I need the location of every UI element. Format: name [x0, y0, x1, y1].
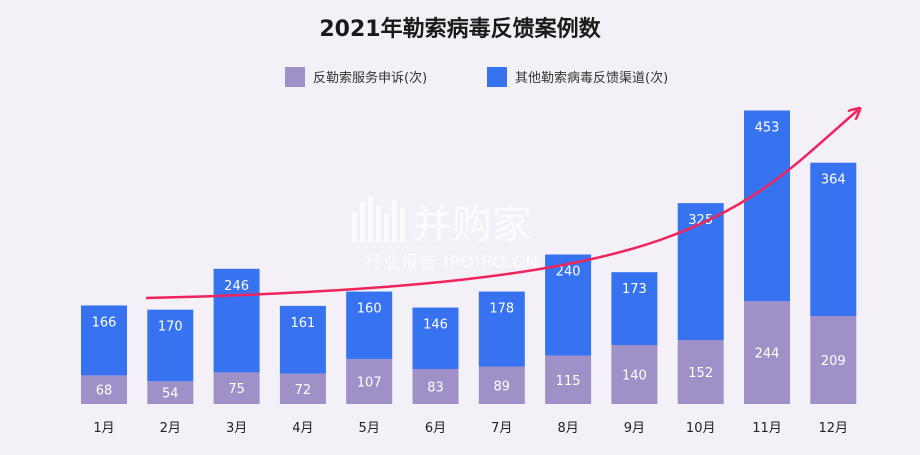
x-tick-label-11: 11月: [752, 421, 782, 436]
x-tick-label-3: 3月: [226, 421, 247, 436]
watermark-brand: 并购家: [412, 202, 532, 248]
x-tick-label-6: 6月: [425, 421, 446, 436]
value-label-appeal-8: 115: [556, 374, 581, 389]
x-tick-label-5: 5月: [359, 421, 380, 436]
bar-other-10: [677, 203, 724, 340]
legend-label-other: 其他勒索病毒反馈渠道(次): [515, 70, 668, 86]
bar-other-11: [744, 110, 790, 302]
value-label-appeal-4: 72: [295, 383, 312, 398]
bar-other-3: [213, 268, 260, 373]
bar-other-6: [412, 307, 459, 370]
bar-appeal-6: [412, 369, 459, 404]
legend-swatch-appeal: [285, 67, 305, 87]
value-label-other-5: 160: [357, 302, 382, 317]
x-axis-ticks: 1月 2月 3月 4月 5月 6月 7月 8月 9月 10月 11月 12月: [93, 421, 848, 436]
x-tick-label-9: 9月: [624, 421, 645, 436]
bar-appeal-4: [279, 373, 326, 404]
bar-appeal-5: [346, 358, 393, 404]
bar-appeal-12: [810, 315, 857, 404]
value-label-appeal-6: 83: [427, 381, 444, 396]
value-label-appeal-12: 209: [821, 354, 846, 369]
bar-appeal-2: [147, 381, 194, 404]
legend-swatch-other: [487, 67, 507, 87]
x-tick-label-10: 10月: [686, 421, 716, 436]
value-label-appeal-11: 244: [755, 347, 780, 362]
bar-appeal-11: [744, 301, 790, 404]
x-tick-label-7: 7月: [491, 421, 512, 436]
x-tick-label-2: 2月: [160, 421, 181, 436]
bar-other-9: [611, 272, 658, 346]
bar-appeal-9: [611, 345, 658, 404]
watermark-logo-icon: [352, 196, 405, 242]
value-label-other-12: 364: [821, 173, 846, 188]
bar-appeal-1: [81, 375, 127, 404]
bar-other-8: [545, 254, 592, 356]
value-label-other-9: 173: [622, 282, 647, 297]
legend-label-appeal: 反勒索服务申诉(次): [313, 70, 427, 86]
value-label-appeal-9: 140: [622, 369, 647, 384]
x-tick-label-12: 12月: [819, 421, 849, 436]
value-label-other-2: 170: [158, 320, 183, 335]
bar-other-5: [346, 291, 393, 359]
bar-group: [81, 110, 857, 404]
value-label-other-1: 166: [92, 315, 117, 330]
bar-other-2: [147, 309, 194, 382]
chart-title: 2021年勒索病毒反馈案例数: [319, 16, 601, 42]
x-tick-label-8: 8月: [557, 421, 578, 436]
trend-arrow: [145, 110, 858, 300]
bar-appeal-8: [545, 355, 592, 404]
value-label-appeal-5: 107: [357, 375, 382, 390]
legend: 反勒索服务申诉(次) 其他勒索病毒反馈渠道(次): [285, 67, 668, 87]
bar-other-4: [279, 305, 326, 374]
bar-other-1: [81, 305, 127, 376]
watermark-tagline: 行业报告 IPOIPO.CN: [365, 253, 539, 273]
bar-appeal-7: [478, 366, 525, 404]
value-label-appeal-10: 152: [688, 366, 713, 381]
value-label-other-3: 246: [224, 279, 249, 294]
value-label-other-6: 146: [423, 318, 448, 333]
value-label-appeal-2: 54: [162, 387, 179, 402]
bar-other-12: [810, 162, 857, 316]
value-label-other-11: 453: [755, 120, 780, 135]
value-label-appeal-7: 89: [494, 379, 511, 394]
value-label-other-4: 161: [290, 316, 315, 331]
x-tick-label-4: 4月: [292, 421, 313, 436]
bar-appeal-10: [677, 339, 724, 404]
value-label-other-7: 178: [489, 302, 514, 317]
value-label-appeal-1: 68: [96, 384, 113, 399]
watermark: 并购家 行业报告 IPOIPO.CN: [352, 196, 539, 273]
value-label-appeal-3: 75: [228, 382, 245, 397]
x-tick-label-1: 1月: [93, 421, 114, 436]
value-label-other-8: 240: [556, 265, 581, 280]
bar-other-7: [478, 291, 525, 367]
value-label-other-10: 325: [688, 213, 713, 228]
value-label-group: 68 166 54 170 75 246 72 161 107 160 83 146 89 178 115 2…: [92, 120, 846, 401]
bar-appeal-3: [213, 372, 260, 404]
